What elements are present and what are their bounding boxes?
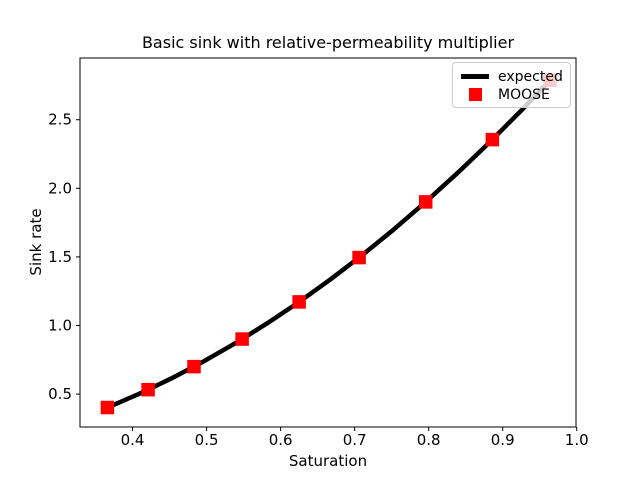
data-point-marker [485, 132, 500, 147]
data-point-marker [292, 295, 306, 309]
data-point-marker [141, 382, 155, 397]
data-point-marker [235, 332, 249, 346]
x-tick-label: 0.9 [491, 431, 515, 449]
y-axis-label: Sink rate [27, 208, 45, 276]
x-axis-label: Saturation [288, 452, 368, 470]
y-tick-label: 1.5 [48, 248, 72, 266]
expected-line [106, 78, 552, 410]
legend-entry-expected: expected [460, 68, 563, 85]
data-point-marker [352, 250, 366, 265]
x-tick-label: 0.8 [417, 431, 441, 449]
data-point-marker [100, 400, 115, 415]
data-point-marker [187, 359, 201, 374]
chart-title: Basic sink with relative-permeability mu… [141, 33, 515, 52]
legend-entry-moose: MOOSE [460, 86, 563, 103]
x-tick-label: 0.4 [121, 431, 145, 449]
legend: expected MOOSE [452, 62, 571, 108]
legend-line-swatch [461, 74, 489, 79]
x-tick-label: 1.0 [565, 431, 589, 449]
legend-label-moose: MOOSE [498, 86, 550, 103]
x-tick-label: 0.6 [269, 431, 293, 449]
x-tick-label: 0.5 [195, 431, 219, 449]
data-point-marker [418, 195, 433, 209]
axes-frame [79, 57, 577, 428]
x-tick-label: 0.7 [343, 431, 367, 449]
legend-swatch-box [460, 88, 490, 101]
y-tick-label: 2.5 [48, 111, 72, 129]
y-tick-label: 1.0 [48, 316, 72, 334]
y-tick-label: 0.5 [48, 385, 72, 403]
legend-label-expected: expected [498, 68, 563, 85]
y-tick-label: 2.0 [48, 179, 72, 197]
legend-square-swatch [468, 88, 482, 101]
legend-swatch-box [460, 74, 490, 79]
